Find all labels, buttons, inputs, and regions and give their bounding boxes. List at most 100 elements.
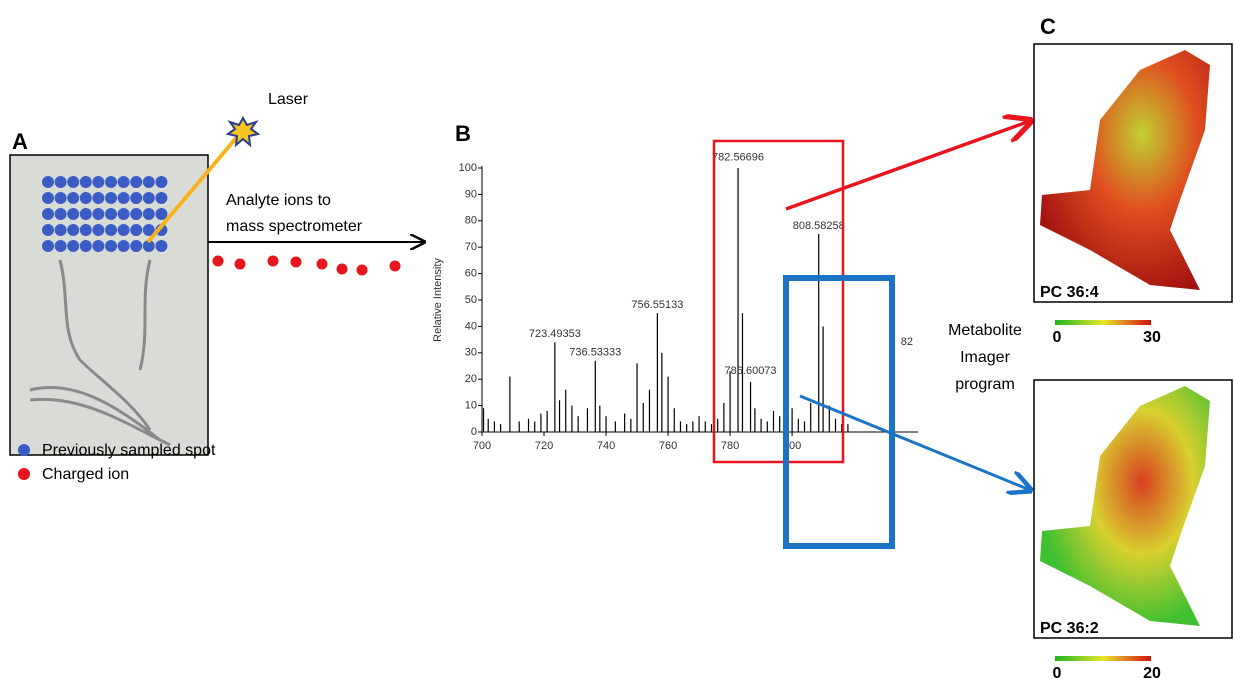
- sampled-spot: [79, 176, 92, 188]
- x-tick-label: 780: [721, 440, 739, 452]
- y-tick-label: 50: [465, 294, 477, 306]
- sampled-spot: [142, 240, 155, 252]
- sampled-spot: [130, 224, 143, 236]
- sampled-spot: [105, 224, 117, 236]
- scale-label: 0: [1053, 329, 1062, 346]
- program-label: Metabolite: [948, 322, 1022, 339]
- laser-beam: [146, 128, 245, 244]
- image-label: PC 36:2: [1040, 620, 1099, 637]
- peak-label: 786.60073: [725, 365, 777, 377]
- x-tick-label: 760: [659, 440, 677, 452]
- sampled-spot: [54, 208, 67, 220]
- sampled-spot: [54, 240, 67, 252]
- laser-burst: [225, 115, 261, 148]
- heatmap: [1040, 386, 1210, 626]
- sampled-spot: [117, 176, 130, 188]
- sampled-spot: [130, 208, 143, 220]
- color-scale: [1055, 656, 1151, 661]
- sampled-spot: [155, 208, 168, 220]
- sampled-spot: [105, 176, 117, 188]
- legend-swatch: [18, 444, 30, 456]
- legend-swatch: [18, 468, 30, 480]
- sampled-spot: [92, 224, 105, 236]
- x-tick-label: 700: [473, 440, 491, 452]
- sampled-spot: [130, 192, 143, 204]
- sampled-spot: [117, 224, 130, 236]
- sampled-spot: [130, 176, 143, 188]
- sampled-spot: [142, 224, 155, 236]
- sampled-spot: [142, 208, 155, 220]
- sampled-spot: [92, 192, 105, 204]
- legend-label: Charged ion: [42, 466, 129, 483]
- sampled-spot: [67, 192, 80, 204]
- sampled-spot: [79, 240, 92, 252]
- peak-label: 82: [901, 336, 913, 348]
- peak-label: 782.56696: [712, 151, 764, 163]
- sampled-spot: [117, 192, 130, 204]
- sampled-spot: [105, 240, 117, 252]
- sampled-spot: [42, 192, 54, 204]
- sampled-spot: [54, 224, 67, 236]
- sampled-spot: [155, 192, 168, 204]
- y-tick-label: 10: [465, 400, 477, 412]
- sampled-spot: [79, 224, 92, 236]
- y-tick-label: 90: [465, 188, 477, 200]
- y-tick-label: 80: [465, 215, 477, 227]
- panel-label: B: [455, 121, 471, 146]
- legend-label: Previously sampled spot: [42, 442, 216, 459]
- color-scale: [1055, 320, 1151, 325]
- program-label: program: [955, 376, 1015, 393]
- sampled-spot: [67, 240, 80, 252]
- laser-label: Laser: [268, 91, 309, 108]
- y-tick-label: 70: [465, 241, 477, 253]
- y-tick-label: 100: [459, 162, 477, 174]
- arrow-label: mass spectrometer: [226, 218, 363, 235]
- link-arrow: [799, 394, 1030, 490]
- image-label: PC 36:4: [1040, 284, 1099, 301]
- heatmap: [1040, 50, 1210, 290]
- sampled-spot: [79, 192, 92, 204]
- sampled-spot: [142, 176, 155, 188]
- link-arrow: [785, 121, 1030, 211]
- program-label: Imager: [960, 349, 1010, 366]
- y-tick-label: 0: [471, 426, 477, 438]
- panel-label: C: [1040, 14, 1056, 39]
- tissue-structure: [29, 259, 171, 447]
- scale-label: 30: [1143, 329, 1161, 346]
- scale-label: 20: [1143, 665, 1161, 679]
- sampled-spot: [42, 224, 54, 236]
- sampled-spot: [92, 208, 105, 220]
- highlight-box: [712, 139, 845, 464]
- sampled-spot: [42, 208, 54, 220]
- sampled-spot: [67, 208, 80, 220]
- arrow-label: Analyte ions to: [226, 192, 331, 209]
- sampled-spot: [130, 240, 143, 252]
- sampled-spot: [155, 176, 168, 188]
- ions: [212, 255, 401, 276]
- y-tick-label: 40: [465, 320, 477, 332]
- panel-label: A: [12, 129, 28, 154]
- y-tick-label: 30: [465, 347, 477, 359]
- peak-label: 756.55133: [631, 299, 683, 311]
- sampled-spot: [54, 176, 67, 188]
- sampled-spot: [117, 208, 130, 220]
- sampled-spot: [92, 240, 105, 252]
- x-tick-label: 720: [535, 440, 553, 452]
- scale-label: 0: [1053, 665, 1062, 679]
- sampled-spot: [54, 192, 67, 204]
- peak-label: 723.49353: [529, 328, 581, 340]
- peak-label: 736.53333: [569, 347, 621, 359]
- x-tick-label: 740: [597, 440, 615, 452]
- sampled-spot: [142, 192, 155, 204]
- sampled-spot: [117, 240, 130, 252]
- sampled-spot: [79, 208, 92, 220]
- y-axis-title: Relative Intensity: [432, 258, 444, 342]
- peak-label: 808.58258: [793, 220, 845, 232]
- y-tick-label: 20: [465, 373, 477, 385]
- sampled-spot: [105, 192, 117, 204]
- sampled-spot: [155, 240, 168, 252]
- sampled-spot: [67, 176, 80, 188]
